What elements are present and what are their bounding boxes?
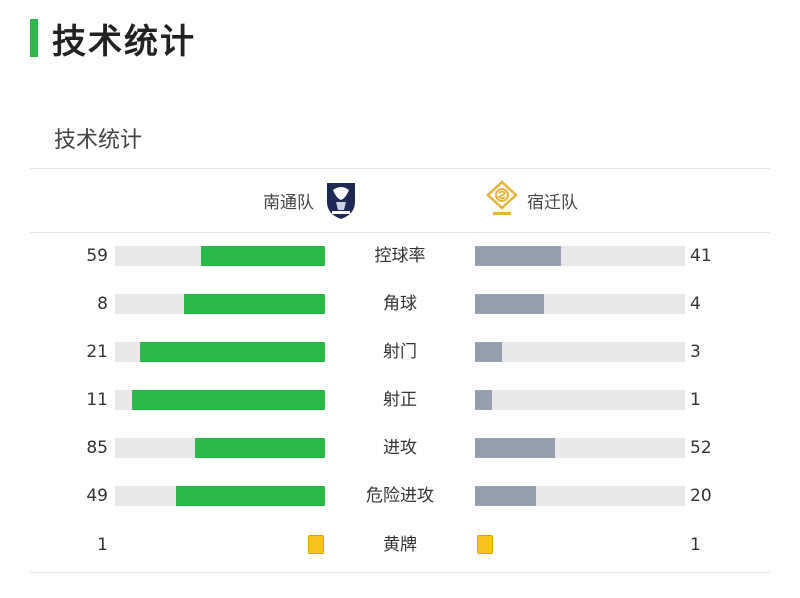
stat-label: 射门 xyxy=(383,342,417,362)
divider xyxy=(30,232,770,233)
home-bar xyxy=(131,390,325,410)
away-yellow-cards: 1 xyxy=(690,535,701,555)
divider xyxy=(30,168,770,169)
away-team[interactable]: 宿迁队 xyxy=(485,178,578,222)
stat-row: 59 控球率 41 xyxy=(30,241,770,271)
away-team-name: 宿迁队 xyxy=(527,192,578,213)
away-bar xyxy=(475,486,536,506)
card-title: 技术统计 xyxy=(54,128,143,153)
stat-label: 黄牌 xyxy=(383,535,417,555)
stat-row: 11 射正 1 xyxy=(30,385,770,415)
home-value: 21 xyxy=(86,342,108,362)
home-bar-track xyxy=(115,246,325,266)
home-bar xyxy=(194,438,325,458)
stat-row: 49 危险进攻 20 xyxy=(30,481,770,511)
home-value: 8 xyxy=(97,294,108,314)
home-bar-track xyxy=(115,342,325,362)
away-bar-track xyxy=(475,246,685,266)
away-value: 20 xyxy=(690,486,712,506)
away-bar-track xyxy=(475,438,685,458)
stat-row: 85 进攻 52 xyxy=(30,433,770,463)
away-value: 52 xyxy=(690,438,712,458)
away-value: 3 xyxy=(690,342,701,362)
home-value: 59 xyxy=(86,246,108,266)
home-bar-track xyxy=(115,438,325,458)
page-title: 技术统计 xyxy=(52,21,196,62)
away-bar xyxy=(475,246,562,266)
stat-label: 射正 xyxy=(383,390,417,410)
home-bar-track xyxy=(115,294,325,314)
away-bar-track xyxy=(475,342,685,362)
divider xyxy=(30,572,770,573)
stat-row: 21 射门 3 xyxy=(30,337,770,367)
home-yellow-cards: 1 xyxy=(97,535,108,555)
yellow-card-icon xyxy=(308,535,324,554)
away-bar xyxy=(475,342,503,362)
home-team-name: 南通队 xyxy=(263,192,314,213)
home-bar-track xyxy=(115,486,325,506)
away-bar-track xyxy=(475,390,685,410)
page-header: 技术统计 xyxy=(30,14,196,62)
home-bar-track xyxy=(115,390,325,410)
home-value: 85 xyxy=(86,438,108,458)
away-value: 1 xyxy=(690,390,701,410)
suqian-crest-icon xyxy=(485,180,519,220)
home-value: 11 xyxy=(86,390,108,410)
home-bar xyxy=(201,246,325,266)
away-bar xyxy=(475,390,492,410)
away-value: 41 xyxy=(690,246,712,266)
stat-row: 8 角球 4 xyxy=(30,289,770,319)
stat-label: 角球 xyxy=(383,294,417,314)
away-bar-track xyxy=(475,486,685,506)
home-value: 49 xyxy=(86,486,108,506)
away-bar-track xyxy=(475,294,685,314)
stats-card: 技术统计 南通队 宿迁队 59 控球率 41 8 角球 4 21 射门 3 11 射正 1 85 进攻 52… xyxy=(30,112,770,574)
stat-label: 进攻 xyxy=(383,438,417,458)
stat-row-yellow-cards: 1 黄牌 1 xyxy=(30,530,770,560)
away-bar xyxy=(475,438,555,458)
home-bar xyxy=(184,294,325,314)
accent-bar xyxy=(30,19,38,57)
home-team[interactable]: 南通队 xyxy=(263,178,358,222)
away-value: 4 xyxy=(690,294,701,314)
stat-label: 危险进攻 xyxy=(366,486,434,506)
nantong-crest-icon xyxy=(324,180,358,220)
away-bar xyxy=(475,294,545,314)
home-bar xyxy=(175,486,325,506)
stat-label: 控球率 xyxy=(374,246,426,266)
yellow-card-icon xyxy=(477,535,493,554)
home-bar xyxy=(140,342,325,362)
